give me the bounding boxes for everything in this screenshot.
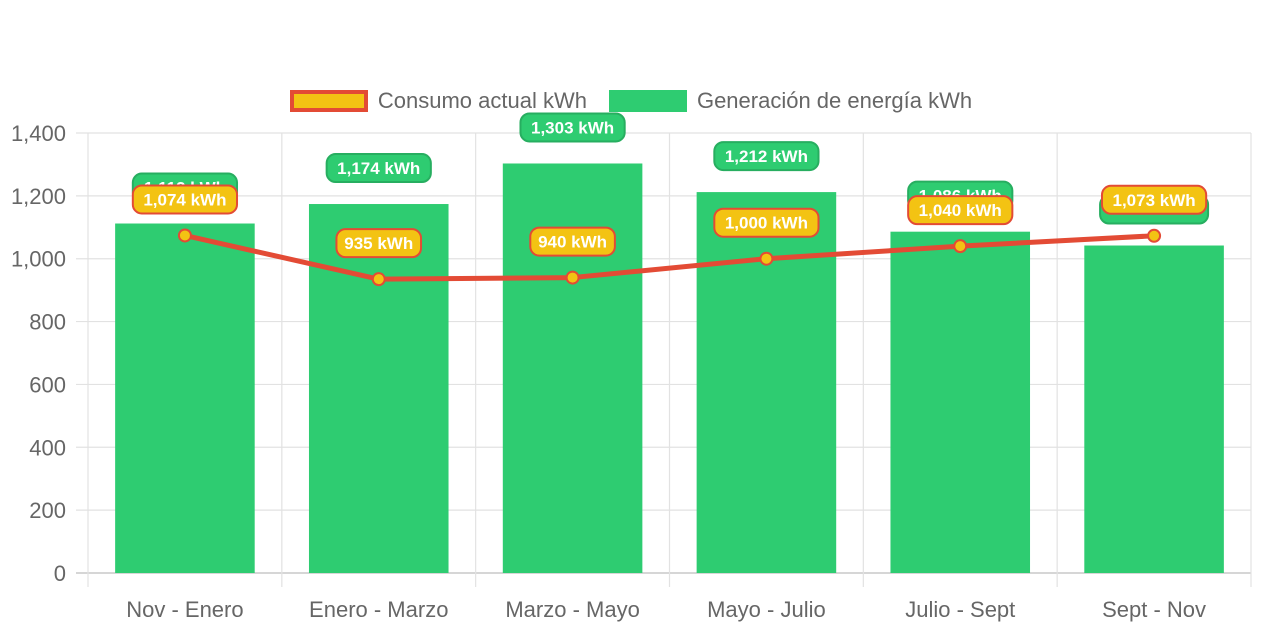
bar (502, 163, 643, 573)
x-tick-label: Sept - Nov (1102, 597, 1206, 622)
legend-item-generacion[interactable]: Generación de energía kWh (608, 88, 973, 114)
line-point (1147, 228, 1162, 243)
line-point (565, 270, 580, 285)
line-series-consumo (182, 232, 1157, 282)
line-data-label-box (907, 195, 1014, 226)
line-data-label: 940 kWh (538, 233, 607, 252)
x-tick-label: Marzo - Mayo (505, 597, 639, 622)
bar-data-label: 1,174 kWh (337, 159, 420, 178)
bar (890, 231, 1031, 573)
y-tick-label: 600 (29, 372, 66, 397)
y-tick-label: 200 (29, 498, 66, 523)
bar-data-label: 1,212 kWh (725, 147, 808, 166)
bar-data-label-box (519, 112, 626, 143)
line-data-label-box (1100, 184, 1208, 215)
line-point (371, 272, 386, 287)
bar (1084, 245, 1224, 573)
line-data-label: 1,074 kWh (143, 190, 226, 209)
legend-label-consumo: Consumo actual kWh (377, 88, 587, 113)
bar (115, 223, 255, 573)
line-data-label: 1,040 kWh (919, 201, 1002, 220)
x-tick-label: Mayo - Julio (707, 597, 826, 622)
bar-data-label: 1,303 kWh (531, 118, 614, 137)
y-tick-label: 1,200 (11, 184, 66, 209)
legend-swatch-consumo (289, 90, 368, 112)
bar (308, 204, 449, 573)
line-data-label: 1,000 kWh (725, 214, 808, 233)
y-tick-label: 0 (54, 561, 66, 586)
x-tick-label: Enero - Marzo (309, 597, 448, 622)
y-tick-label: 1,000 (11, 247, 66, 272)
legend-swatch-generacion (608, 90, 687, 112)
line-point (759, 251, 774, 266)
line-data-label-box (713, 207, 820, 238)
line-point (953, 239, 968, 254)
y-tick-label: 400 (29, 435, 66, 460)
legend-label-generacion: Generación de energía kWh (696, 88, 973, 113)
line-data-label: 935 kWh (344, 234, 413, 253)
x-tick-label: Julio - Sept (905, 597, 1015, 622)
y-tick-label: 800 (29, 310, 66, 335)
bar (696, 192, 837, 574)
line-data-label-box (529, 226, 616, 257)
bar-data-label-box (325, 153, 432, 184)
x-tick-label: Nov - Enero (126, 597, 243, 622)
line-data-label-box (335, 228, 423, 259)
bar-data-label-box (713, 141, 820, 172)
legend-item-consumo[interactable]: Consumo actual kWh (289, 88, 587, 114)
y-tick-label: 1,400 (11, 121, 66, 146)
line-data-label: 1,073 kWh (1113, 191, 1196, 210)
line-data-label-box (131, 184, 239, 215)
legend: Consumo actual kWh Generación de energía… (0, 86, 1262, 116)
line-point (177, 228, 192, 243)
